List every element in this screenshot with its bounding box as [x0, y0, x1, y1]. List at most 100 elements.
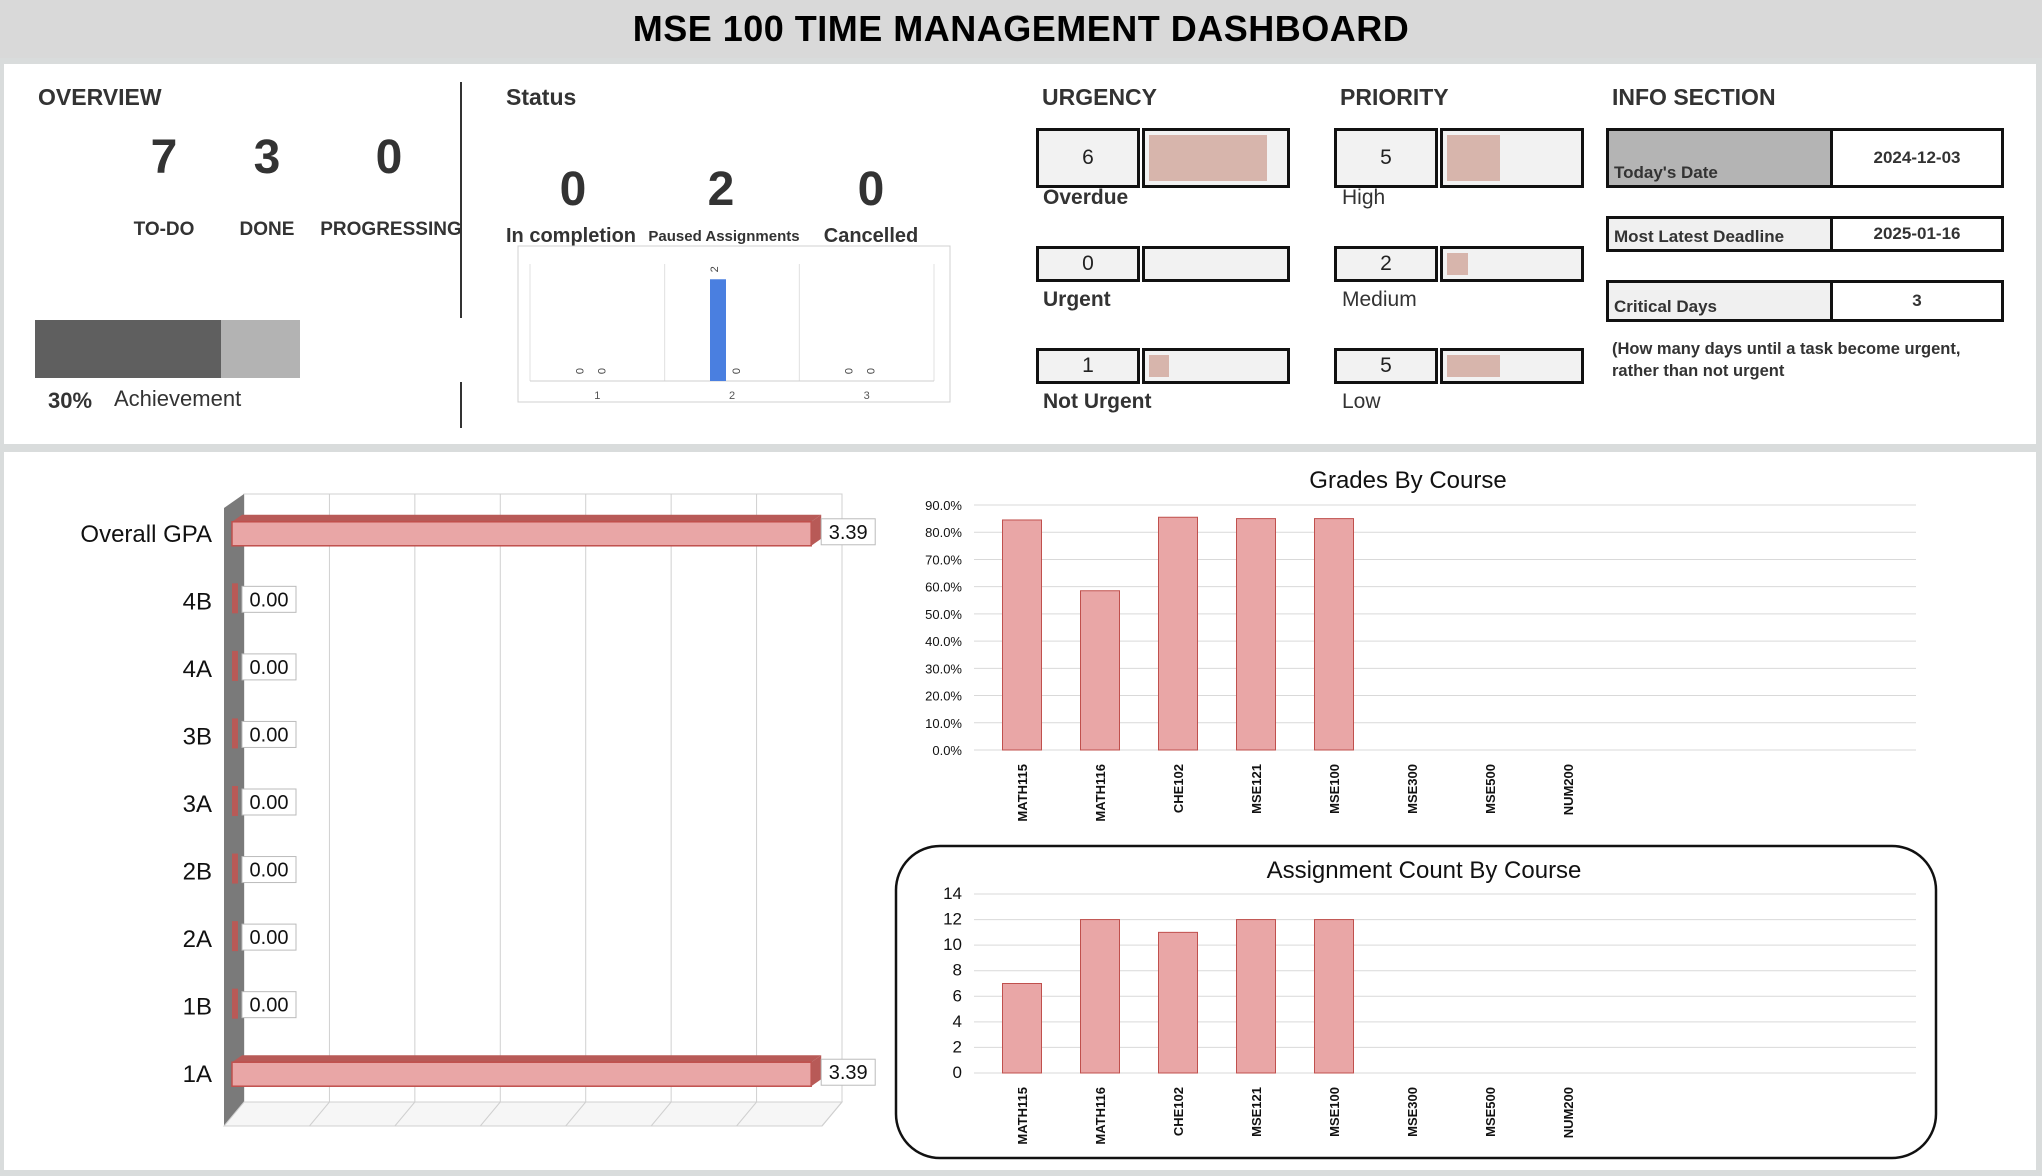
high-count: 5	[1334, 128, 1438, 188]
critical-days-value: 3	[1912, 291, 1922, 310]
gpa-bar	[232, 786, 238, 816]
cancelled-label: Cancelled	[823, 225, 919, 247]
summary-panel: OVERVIEW 7 3 0 TO-DO DONE PROGRESSING 30…	[4, 64, 2036, 444]
status-bar-label: 0	[596, 368, 608, 374]
gpa-category-label: 1B	[183, 994, 212, 1021]
cancelled-count: 0	[857, 163, 885, 216]
status-bar-label: 0	[844, 368, 856, 374]
low-bar	[1440, 348, 1584, 384]
todays-date-label: Today's Date	[1609, 131, 1833, 185]
status-bar	[710, 279, 726, 381]
y-tick-label: 70.0%	[925, 552, 962, 567]
gpa-category-label: 3A	[183, 791, 212, 818]
gpa-bar	[232, 988, 238, 1019]
gpa-value-label-box	[820, 1058, 876, 1086]
gpa-value-label: 0.00	[250, 927, 289, 949]
y-tick-label: 10.0%	[925, 716, 962, 731]
gpa-floor-gridline	[736, 1101, 757, 1127]
achievement-percent: 30%	[48, 388, 93, 413]
achievement-label: Achievement	[114, 386, 242, 411]
gpa-value-label-box	[241, 720, 297, 748]
x-tick-label: MATH115	[1015, 1087, 1030, 1145]
urgent-label: Urgent	[1043, 288, 1111, 311]
gpa-floor-gridline	[394, 1101, 416, 1127]
x-tick-label: MSE100	[1327, 1087, 1342, 1137]
chart-frame	[894, 844, 1938, 1160]
chart-title: Grades By Course	[1309, 467, 1506, 494]
course-bar	[1158, 516, 1198, 751]
achievement-progress-fill	[35, 320, 221, 378]
gpa-category-label: 2A	[183, 926, 212, 953]
status-category-label: 3	[864, 390, 870, 402]
dashboard-title: MSE 100 TIME MANAGEMENT DASHBOARD	[632, 8, 1410, 49]
y-tick-label: 2	[953, 1037, 962, 1056]
info-title: INFO SECTION	[1612, 84, 1776, 110]
y-tick-label: 0.0%	[932, 743, 962, 758]
chart-title: Assignment Count By Course	[1267, 857, 1582, 884]
gpa-bar	[232, 650, 238, 681]
in-completion-count: 0	[559, 163, 587, 216]
x-tick-label: MATH116	[1093, 764, 1108, 822]
todays-date-box: Today's Date 2024-12-03	[1606, 128, 2004, 188]
status-title: Status	[506, 84, 577, 110]
urgency-title: URGENCY	[1042, 84, 1158, 110]
gpa-bar	[231, 1061, 812, 1087]
gpa-value-label: 3.39	[829, 522, 868, 544]
gpa-value-label-box	[241, 923, 297, 951]
gpa-floor-gridline	[565, 1101, 587, 1127]
course-bar	[1080, 590, 1120, 751]
critical-days-note-line2: rather than not urgent	[1612, 362, 1785, 380]
status-category-label: 1	[594, 390, 600, 402]
x-tick-label: MSE121	[1249, 1087, 1264, 1137]
y-tick-label: 10	[943, 935, 962, 954]
x-tick-label: MATH116	[1093, 1087, 1108, 1145]
course-bar	[1236, 518, 1276, 751]
done-label: DONE	[239, 219, 295, 240]
gpa-floor-gridline	[650, 1101, 672, 1127]
y-tick-label: 80.0%	[925, 525, 962, 540]
gpa-value-label-box	[241, 856, 297, 884]
gpa-chart-back-wall	[243, 493, 843, 1103]
gpa-value-label: 0.00	[250, 995, 289, 1017]
course-bar	[1314, 518, 1354, 751]
course-bar	[1080, 919, 1120, 1074]
medium-label: Medium	[1342, 288, 1417, 311]
gpa-value-label: 3.39	[829, 1062, 868, 1084]
todo-label: TO-DO	[133, 219, 195, 240]
y-tick-label: 50.0%	[925, 607, 962, 622]
gpa-value-label: 0.00	[250, 860, 289, 882]
gpa-bar	[232, 853, 238, 884]
y-tick-label: 30.0%	[925, 661, 962, 676]
gpa-bar-end	[811, 1055, 822, 1087]
gpa-bar	[232, 583, 238, 614]
y-tick-label: 6	[953, 986, 962, 1005]
high-bar-fill	[1447, 135, 1501, 181]
x-tick-label: MSE121	[1249, 764, 1264, 814]
overdue-bar-fill	[1149, 135, 1267, 181]
overdue-label: Overdue	[1043, 186, 1129, 209]
critical-days-note-line1: (How many days until a task become urgen…	[1612, 340, 1961, 358]
overview-divider	[460, 82, 462, 318]
y-tick-label: 8	[953, 961, 962, 980]
high-label: High	[1342, 186, 1386, 209]
gpa-chart: Overall GPA 3.39 4B 0.00 4A 0.00 3B 0.00 3A 0.00 2…	[80, 493, 876, 1127]
urgent-count: 0	[1036, 246, 1140, 282]
todays-date-value: 2024-12-03	[1873, 148, 1961, 167]
gpa-category-label: 4A	[183, 656, 212, 683]
gpa-category-label: Overall GPA	[80, 521, 212, 548]
assignment-count-chart: Assignment Count By Course 0 2 4 6 8 10 12 14 MAT…	[894, 844, 1938, 1160]
gpa-floor-gridline	[479, 1101, 501, 1127]
y-tick-label: 20.0%	[925, 689, 962, 704]
priority-title: PRIORITY	[1340, 84, 1449, 110]
grades-by-course-chart: Grades By Course 0.0% 10.0% 20.0% 30.0% 40.0%…	[925, 467, 1916, 822]
y-tick-label: 0	[953, 1063, 962, 1082]
status-mini-chart: 0 0 1 2 0 2 0 0 3	[517, 245, 951, 403]
dashboard-title-bar: MSE 100 TIME MANAGEMENT DASHBOARD	[0, 0, 2042, 58]
x-tick-label: CHE102	[1171, 1087, 1186, 1136]
done-count: 3	[253, 131, 281, 184]
x-tick-label: MSE100	[1327, 764, 1342, 814]
in-completion-label: In completion	[506, 225, 636, 247]
medium-bar-fill	[1447, 253, 1468, 275]
high-bar	[1440, 128, 1584, 188]
overdue-bar	[1142, 128, 1290, 188]
